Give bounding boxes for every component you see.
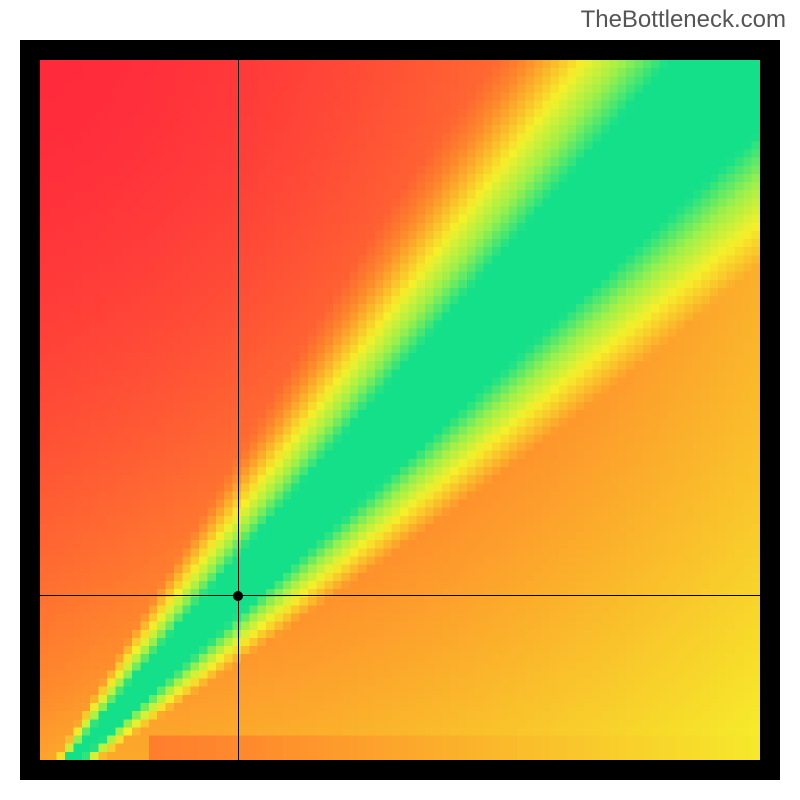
attribution-label: TheBottleneck.com [581, 6, 786, 34]
bottleneck-heatmap [40, 60, 760, 760]
crosshair-vertical [238, 60, 239, 760]
data-point-marker [233, 591, 243, 601]
crosshair-horizontal [40, 595, 760, 596]
